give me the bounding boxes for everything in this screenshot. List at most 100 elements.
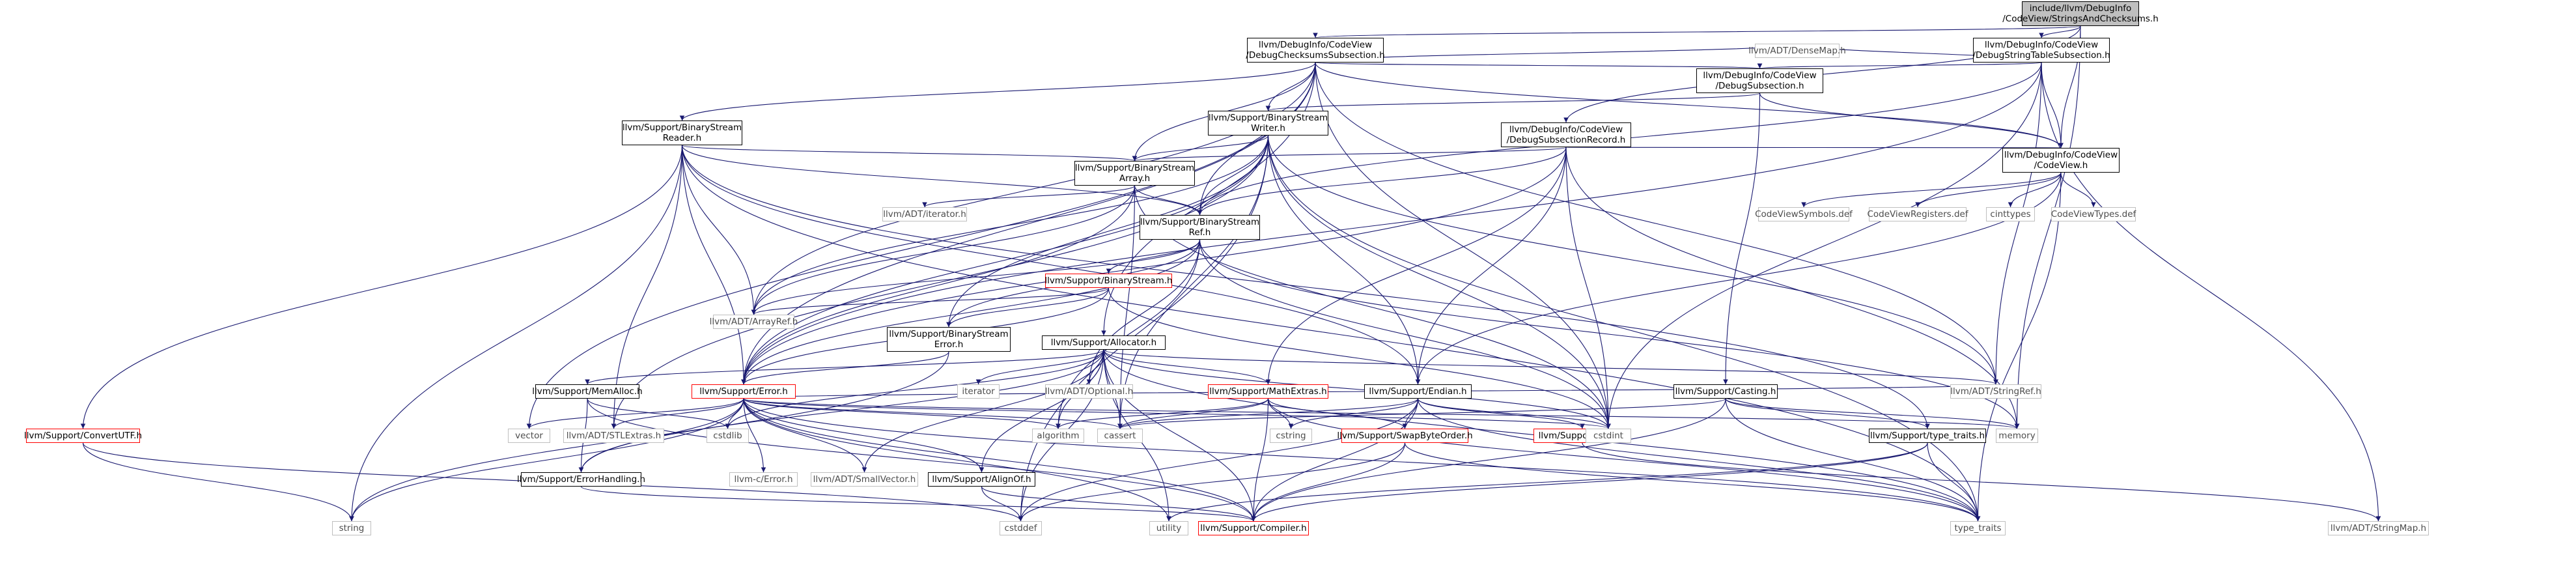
edge-root-to-dcss xyxy=(1313,25,2081,38)
graph-node-llvm-support-errorhandling-h[interactable]: llvm/Support/ErrorHandling.h xyxy=(517,472,645,487)
graph-node-cassert: cassert xyxy=(1097,429,1143,443)
graph-node-llvm-support-alignof-h[interactable]: llvm/Support/AlignOf.h xyxy=(928,472,1035,487)
edge-ds-to-casting xyxy=(1723,92,1761,385)
edge-bsa-to-bsref xyxy=(1134,185,1203,216)
edge-alloc-to-stringref xyxy=(1103,349,1998,385)
edge-root-to-dsts xyxy=(2039,25,2081,38)
graph-node-llvm-support-convertutf-h[interactable]: llvm/Support/ConvertUTF.h xyxy=(24,429,142,443)
edge-swapbyteorder-to-compiler xyxy=(1251,442,1406,522)
graph-node-llvm-adt-stringmap-h: llvm/ADT/StringMap.h xyxy=(2328,521,2429,535)
edge-bsr-to-bsa xyxy=(681,145,1137,162)
edge-endian-to-cstddef xyxy=(1018,398,1419,522)
graph-node-llvm-support-binarystreamarray-h[interactable]: llvm/Support/BinaryStream Array.h xyxy=(1074,161,1195,186)
graph-node-llvm-support-endian-h[interactable]: llvm/Support/Endian.h xyxy=(1364,384,1472,399)
edge-bse-to-error xyxy=(741,351,949,385)
edge-error-to-cerror xyxy=(743,398,766,473)
graph-node-llvm-support-error-h[interactable]: llvm/Support/Error.h xyxy=(692,384,796,399)
edge-bsw-to-error xyxy=(741,135,1269,385)
graph-node-llvm-debuginfo-codeview-debugsubsection-h[interactable]: llvm/DebugInfo/CodeView /DebugSubsection… xyxy=(1696,68,1823,93)
edge-dsr-to-mathextras xyxy=(1265,147,1567,385)
edge-dcss-to-cstdint xyxy=(1315,62,1611,429)
graph-node-llvm-debuginfo-codeview-debugsubsectionrecord-h[interactable]: llvm/DebugInfo/CodeView /DebugSubsection… xyxy=(1501,122,1631,147)
edge-dsr-to-cstdint xyxy=(1565,147,1611,429)
graph-node-llvm-support-swapbyteorder-h[interactable]: llvm/Support/SwapByteOrder.h xyxy=(1337,429,1473,443)
edge-dsr-to-bsa xyxy=(1132,147,1567,162)
edge-bsr-to-endian xyxy=(681,145,1421,385)
graph-node-llvm-adt-iterator-h: llvm/ADT/iterator.h xyxy=(882,207,967,221)
edge-ds-to-cv xyxy=(1759,92,2064,149)
edge-dsts-to-stringref xyxy=(1993,62,2042,385)
graph-node-llvm-adt-smallvector-h: llvm/ADT/SmallVector.h xyxy=(811,472,918,487)
graph-node-include-llvm-debuginfo-codeview-stringsandchecksums-h: include/llvm/DebugInfo /CodeView/Strings… xyxy=(2002,1,2159,26)
edge-dsts-to-cv xyxy=(2041,62,2064,149)
edge-casting-to-memory xyxy=(1725,398,2020,429)
edge-casting-to-cassert xyxy=(1117,398,1726,429)
edge-bsr-to-arrayref xyxy=(681,145,757,315)
edge-dsr-to-error xyxy=(741,147,1567,385)
graph-node-llvm-support-binarystreamerror-h[interactable]: llvm/Support/BinaryStream Error.h xyxy=(887,327,1011,352)
graph-node-llvm-support-binarystream-h[interactable]: llvm/Support/BinaryStream.h xyxy=(1044,274,1173,288)
graph-node-algorithm: algorithm xyxy=(1032,429,1084,443)
graph-node-codeviewtypes-def: CodeViewTypes.def xyxy=(2051,207,2136,221)
graph-node-llvm-debuginfo-codeview-debugchecksumssubsection-h[interactable]: llvm/DebugInfo/CodeView /DebugChecksumsS… xyxy=(1246,38,1385,63)
edge-bsr-to-string xyxy=(349,145,683,522)
graph-node-llvm-adt-stringref-h: llvm/ADT/StringRef.h xyxy=(1950,384,2041,399)
graph-node-llvm-support-binarystreamref-h[interactable]: llvm/Support/BinaryStream Ref.h xyxy=(1140,215,1260,240)
edge-ds-to-bsw xyxy=(1266,92,1761,111)
edge-bsref-to-bs xyxy=(1106,239,1201,274)
graph-node-cstdlib: cstdlib xyxy=(707,429,749,443)
edge-cv-to-type_traits xyxy=(1975,172,2062,522)
edge-bsr-to-stlextras xyxy=(611,145,683,429)
edge-error-to-vector xyxy=(526,398,744,429)
edge-alloc-to-compiler xyxy=(1103,349,1256,522)
graph-node-llvm-support-allocator-h[interactable]: llvm/Support/Allocator.h xyxy=(1042,335,1166,350)
edge-bs-to-cstdint xyxy=(1108,287,1611,429)
edge-cv-to-cinttypes xyxy=(2008,172,2062,208)
graph-node-cstring: cstring xyxy=(1270,429,1312,443)
edge-dsts-to-cstdint xyxy=(1606,62,2042,429)
edge-dsr-to-cv xyxy=(1565,143,2062,149)
graph-node-llvm-support-type-traits-h[interactable]: llvm/Support/type_traits.h xyxy=(1869,429,1986,443)
edge-dcss-to-bsw xyxy=(1265,62,1316,111)
graph-node-llvm-support-casting-h[interactable]: llvm/Support/Casting.h xyxy=(1673,384,1778,399)
graph-node-llvm-support-mathextras-h[interactable]: llvm/Support/MathExtras.h xyxy=(1208,384,1328,399)
edge-bsw-to-cassert xyxy=(1117,135,1269,429)
edge-swapbyteorder-to-type_traits xyxy=(1404,442,1981,522)
edge-cv-to-cvsym xyxy=(1801,172,2062,208)
graph-node-iterator: iterator xyxy=(957,384,1000,399)
graph-node-cstdint: cstdint xyxy=(1586,429,1631,443)
edge-endian-to-cassert xyxy=(1117,398,1419,429)
graph-node-llvm-debuginfo-codeview-codeview-h[interactable]: llvm/DebugInfo/CodeView /CodeView.h xyxy=(2002,148,2120,173)
graph-node-llvm-support-compiler-h[interactable]: llvm/Support/Compiler.h xyxy=(1198,521,1309,535)
edge-cv-to-cvtypes xyxy=(2060,172,2096,208)
edge-error-to-cassert xyxy=(743,398,1123,429)
edge-error-to-string xyxy=(349,398,744,522)
edge-bsw-to-bsref xyxy=(1197,135,1269,216)
edge-alloc-to-mathextras xyxy=(1103,349,1271,385)
graph-node-type-traits: type_traits xyxy=(1950,521,2006,535)
edge-alloc-to-cstdlib xyxy=(725,349,1104,429)
edge-bsw-to-stringref xyxy=(1267,135,1998,385)
edge-memalloc-to-compiler xyxy=(587,398,1256,522)
edge-casting-to-typetraits_h xyxy=(1725,398,1930,429)
graph-node-llvm-support-memalloc-h[interactable]: llvm/Support/MemAlloc.h xyxy=(532,384,643,399)
edge-bsw-to-bse xyxy=(946,135,1269,328)
edge-bsa-to-iterator_h xyxy=(922,185,1136,208)
edge-dsr-to-endian xyxy=(1415,147,1567,385)
edge-dcss-to-ds xyxy=(1315,62,1762,69)
graph-node-llvm-adt-optional-h: llvm/ADT/Optional.h xyxy=(1045,384,1133,399)
edge-typetraits_h-to-utility xyxy=(1166,442,1928,522)
graph-node-utility: utility xyxy=(1149,521,1188,535)
graph-node-llvm-debuginfo-codeview-debugstringtablesubsection-h[interactable]: llvm/DebugInfo/CodeView /DebugStringTabl… xyxy=(1972,38,2110,63)
edge-dsts-to-ds xyxy=(1757,62,2042,69)
graph-node-llvm-adt-densemap-h: llvm/ADT/DenseMap.h xyxy=(1748,44,1846,58)
edge-alignof-to-compiler xyxy=(981,486,1256,522)
graph-node-llvm-support-binarystreamreader-h[interactable]: llvm/Support/BinaryStream Reader.h xyxy=(622,121,742,145)
edge-endian-to-cstdint xyxy=(1417,398,1611,429)
graph-node-llvm-adt-arrayref-h: llvm/ADT/ArrayRef.h xyxy=(710,315,798,329)
graph-node-llvm-support-binarystreamwriter-h[interactable]: llvm/Support/BinaryStream Writer.h xyxy=(1208,111,1328,135)
graph-node-cstddef: cstddef xyxy=(1000,521,1042,535)
edge-error-to-stlextras xyxy=(611,398,744,429)
edge-convutf-to-string xyxy=(82,442,354,522)
edge-mathextras-to-type_traits xyxy=(1267,398,1981,522)
